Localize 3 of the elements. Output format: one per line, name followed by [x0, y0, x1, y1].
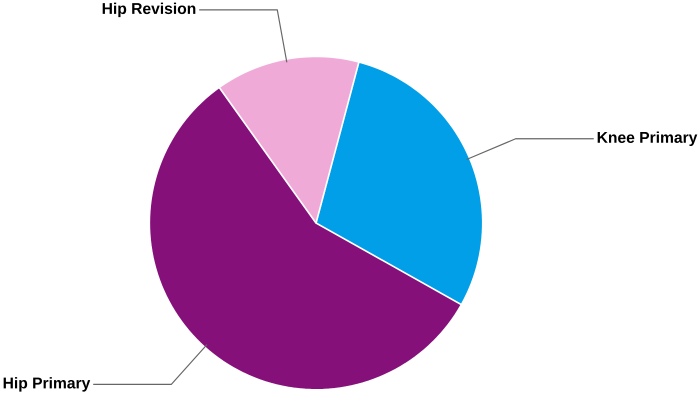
slice-label: Hip Revision: [102, 2, 196, 18]
slice-label: Knee Primary: [598, 131, 698, 146]
slice-label: Hip Primary: [4, 376, 90, 392]
